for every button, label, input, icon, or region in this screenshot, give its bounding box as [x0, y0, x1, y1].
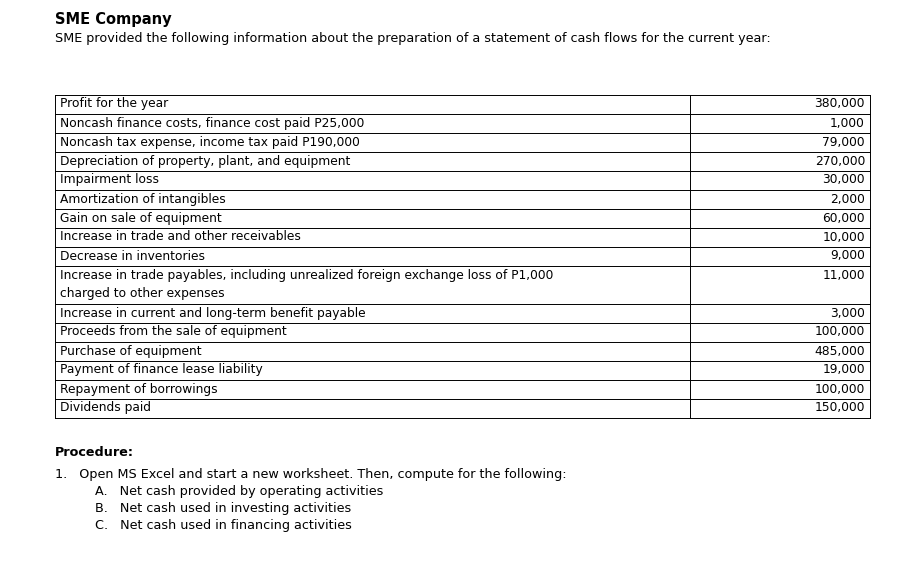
Text: Noncash finance costs, finance cost paid P25,000: Noncash finance costs, finance cost paid…: [60, 117, 365, 130]
Text: Gain on sale of equipment: Gain on sale of equipment: [60, 211, 221, 224]
Text: 2,000: 2,000: [830, 192, 865, 206]
Text: Decrease in inventories: Decrease in inventories: [60, 249, 205, 263]
Text: 79,000: 79,000: [823, 135, 865, 149]
Text: 30,000: 30,000: [823, 174, 865, 187]
Text: Procedure:: Procedure:: [55, 446, 134, 459]
Text: SME provided the following information about the preparation of a statement of c: SME provided the following information a…: [55, 32, 771, 45]
Text: A.   Net cash provided by operating activities: A. Net cash provided by operating activi…: [95, 485, 384, 498]
Text: Depreciation of property, plant, and equipment: Depreciation of property, plant, and equ…: [60, 155, 350, 167]
Text: Increase in current and long-term benefit payable: Increase in current and long-term benefi…: [60, 307, 366, 320]
Text: Repayment of borrowings: Repayment of borrowings: [60, 382, 218, 396]
Text: Increase in trade and other receivables: Increase in trade and other receivables: [60, 231, 301, 243]
Text: 380,000: 380,000: [814, 98, 865, 110]
Text: 1,000: 1,000: [830, 117, 865, 130]
Text: 485,000: 485,000: [814, 345, 865, 357]
Text: Proceeds from the sale of equipment: Proceeds from the sale of equipment: [60, 325, 287, 339]
Text: 10,000: 10,000: [823, 231, 865, 243]
Text: Increase in trade payables, including unrealized foreign exchange loss of P1,000: Increase in trade payables, including un…: [60, 269, 553, 282]
Text: 100,000: 100,000: [814, 325, 865, 339]
Text: 1.   Open MS Excel and start a new worksheet. Then, compute for the following:: 1. Open MS Excel and start a new workshe…: [55, 468, 567, 481]
Text: Amortization of intangibles: Amortization of intangibles: [60, 192, 226, 206]
Text: Dividends paid: Dividends paid: [60, 401, 151, 414]
Text: 100,000: 100,000: [814, 382, 865, 396]
Text: Payment of finance lease liability: Payment of finance lease liability: [60, 364, 263, 376]
Text: charged to other expenses: charged to other expenses: [60, 287, 225, 300]
Text: Profit for the year: Profit for the year: [60, 98, 169, 110]
Text: Noncash tax expense, income tax paid P190,000: Noncash tax expense, income tax paid P19…: [60, 135, 360, 149]
Text: 60,000: 60,000: [823, 211, 865, 224]
Text: Impairment loss: Impairment loss: [60, 174, 159, 187]
Text: 3,000: 3,000: [830, 307, 865, 320]
Text: 19,000: 19,000: [823, 364, 865, 376]
Text: B.   Net cash used in investing activities: B. Net cash used in investing activities: [95, 502, 351, 515]
Text: Purchase of equipment: Purchase of equipment: [60, 345, 201, 357]
Text: SME Company: SME Company: [55, 12, 171, 27]
Text: 270,000: 270,000: [814, 155, 865, 167]
Text: 11,000: 11,000: [823, 268, 865, 282]
Text: 9,000: 9,000: [830, 249, 865, 263]
Text: 150,000: 150,000: [814, 401, 865, 414]
Text: C.   Net cash used in financing activities: C. Net cash used in financing activities: [95, 519, 352, 532]
